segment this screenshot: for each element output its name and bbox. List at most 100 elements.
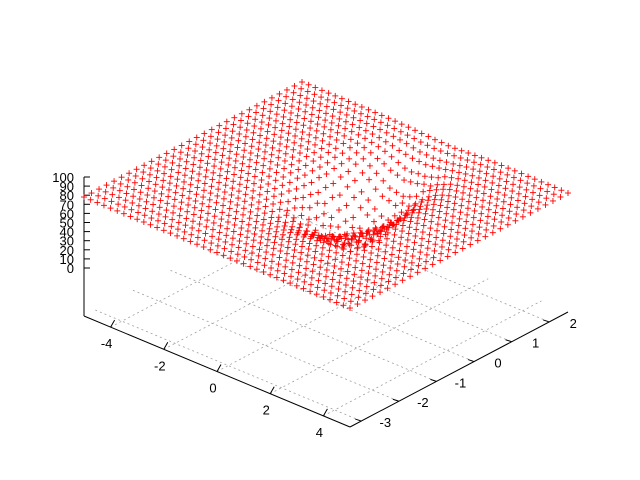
data-point (388, 153, 395, 160)
data-point (456, 162, 463, 169)
data-point (180, 235, 187, 242)
data-point (469, 228, 476, 235)
data-point (411, 239, 418, 246)
data-point (452, 249, 459, 256)
data-point (317, 100, 324, 107)
data-point (346, 255, 353, 262)
data-point (424, 202, 431, 209)
data-point (231, 164, 238, 171)
data-point (444, 150, 451, 157)
data-point (446, 239, 453, 246)
data-point (258, 177, 265, 184)
data-point (447, 181, 454, 188)
data-point (261, 155, 268, 162)
data-point (358, 104, 365, 111)
data-point (314, 200, 321, 207)
data-point (264, 236, 271, 243)
data-point (203, 167, 210, 174)
data-point (177, 205, 184, 212)
data-point (318, 145, 325, 152)
data-point (101, 195, 108, 202)
data-point (386, 221, 393, 228)
data-point (429, 261, 436, 268)
data-point (391, 212, 398, 219)
data-point (421, 181, 428, 188)
data-point (240, 205, 247, 212)
data-point (266, 173, 273, 180)
z-tick-label: 50 (60, 216, 74, 231)
data-point (483, 170, 490, 177)
data-point (378, 275, 385, 282)
data-point (338, 95, 345, 102)
data-point (359, 169, 366, 176)
data-point (418, 198, 425, 205)
grid-line-x (270, 278, 489, 395)
data-point (441, 223, 448, 230)
data-point (286, 234, 293, 241)
data-point (315, 189, 322, 196)
data-point (108, 198, 115, 205)
data-point (389, 244, 396, 251)
data-point (471, 159, 478, 166)
data-point (317, 264, 324, 271)
data-point (293, 185, 300, 192)
data-point (491, 159, 498, 166)
data-point (312, 141, 319, 148)
data-point (464, 211, 471, 218)
data-point (222, 238, 229, 245)
data-point (452, 194, 459, 201)
data-point (258, 119, 265, 126)
data-point (204, 217, 211, 224)
data-point (336, 115, 343, 122)
data-point (293, 119, 300, 126)
data-point (261, 210, 268, 217)
data-point (463, 218, 470, 225)
data-point (398, 234, 405, 241)
data-point (160, 177, 167, 184)
data-point (329, 113, 336, 120)
data-point (302, 162, 309, 169)
data-point (464, 157, 471, 164)
data-point (237, 124, 244, 131)
data-point (273, 228, 280, 235)
data-point (244, 228, 251, 235)
data-point (268, 101, 275, 108)
data-point (307, 125, 314, 132)
data-point (344, 268, 351, 275)
data-point (103, 182, 110, 189)
data-point (181, 228, 188, 235)
data-point (325, 149, 332, 156)
data-point (434, 227, 441, 234)
data-point (275, 261, 282, 268)
data-point (236, 130, 243, 137)
data-point (535, 199, 542, 206)
data-point (283, 212, 290, 219)
data-point (357, 280, 364, 287)
data-point (455, 175, 462, 182)
data-point (484, 220, 491, 227)
data-point (236, 181, 243, 188)
data-point (466, 192, 473, 199)
x-tick (110, 319, 116, 328)
data-point (451, 200, 458, 207)
data-point (516, 184, 523, 191)
data-point (413, 226, 420, 233)
data-point (454, 182, 461, 189)
data-point (261, 98, 268, 105)
data-point (378, 213, 385, 220)
data-point (265, 230, 272, 237)
data-point (456, 215, 463, 222)
data-point (349, 236, 356, 243)
y-tick-label: -1 (455, 375, 467, 390)
data-point (343, 232, 350, 239)
data-point (332, 242, 339, 249)
data-point (270, 138, 277, 145)
data-point (376, 134, 383, 141)
data-point (253, 109, 260, 116)
data-point (310, 261, 317, 268)
data-point (388, 251, 395, 258)
data-point (449, 167, 456, 174)
data-point (523, 186, 530, 193)
data-point (169, 216, 176, 223)
data-point (305, 81, 312, 88)
